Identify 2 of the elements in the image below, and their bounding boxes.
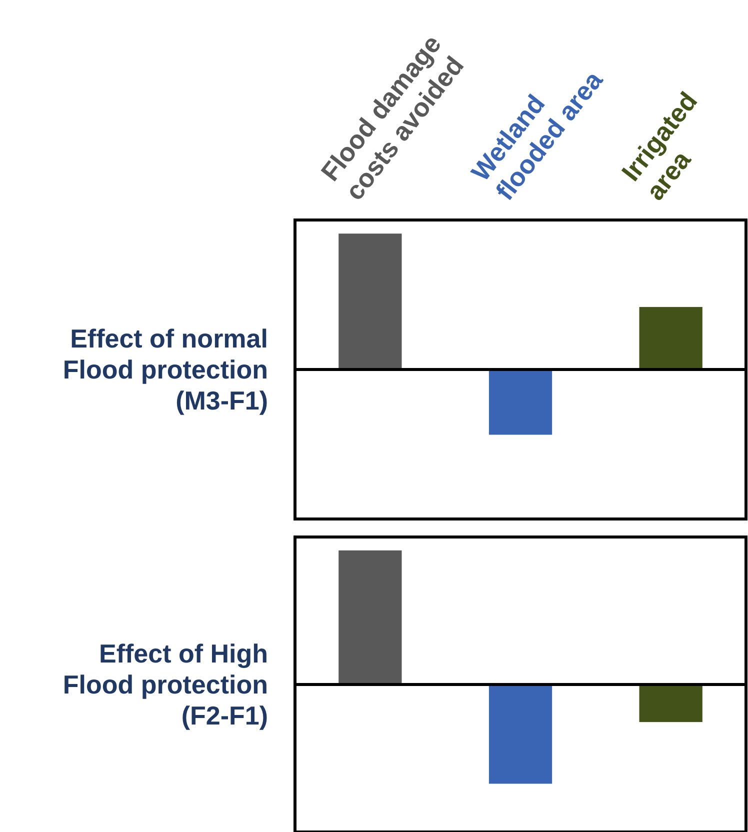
- text: Effect of High Flood protection (F2-F1): [62, 638, 268, 730]
- text: Effect of normal Flood protection (M3-F1): [62, 324, 268, 416]
